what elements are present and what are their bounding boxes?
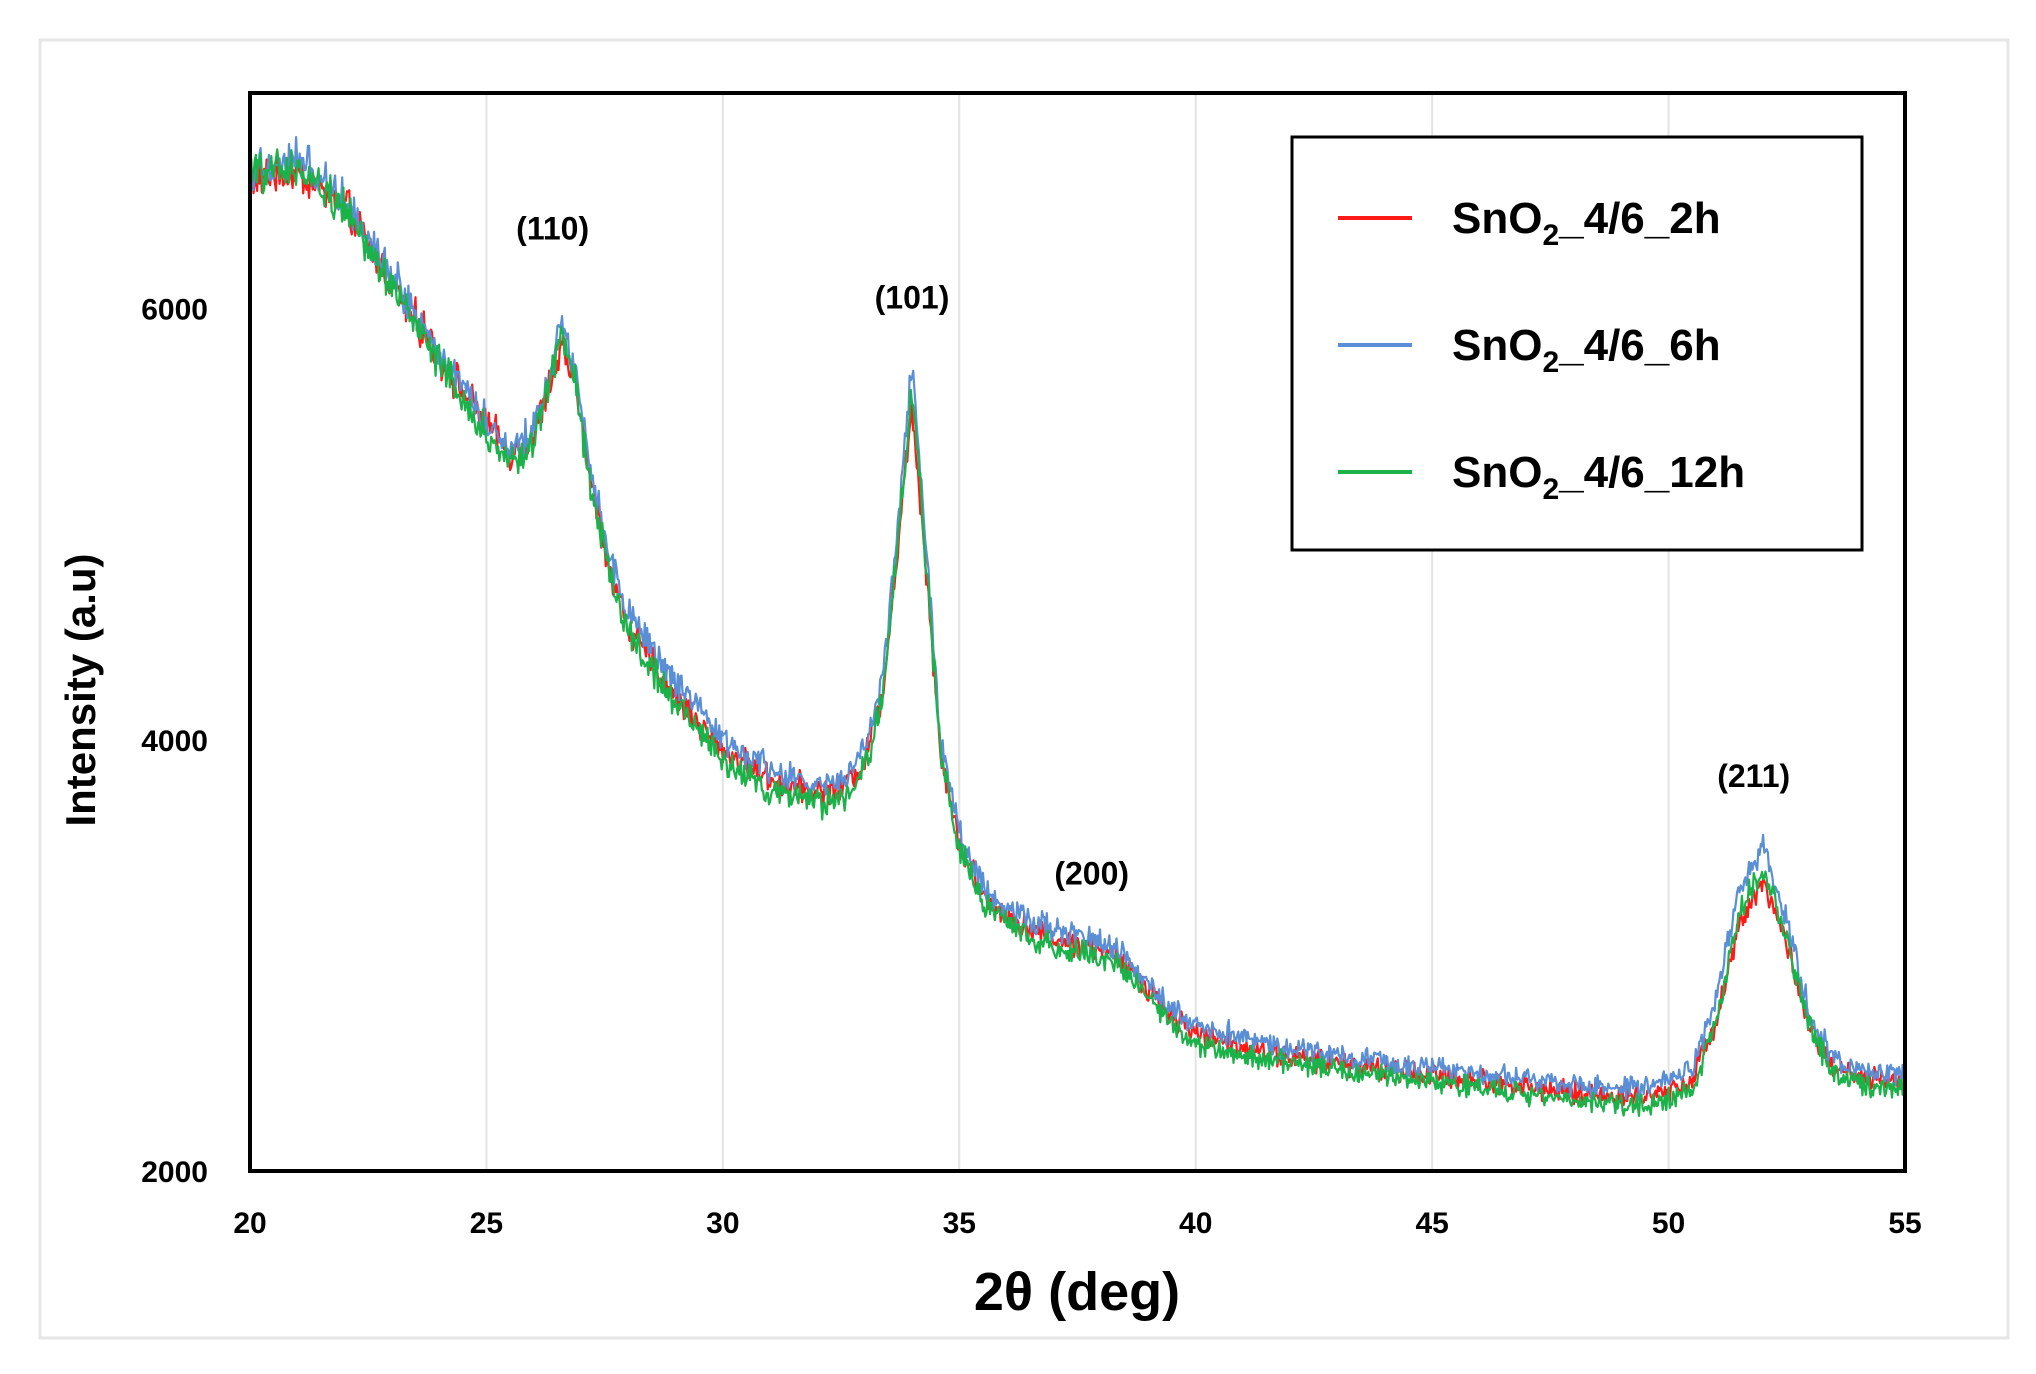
y-tick-label: 4000 [141,725,208,758]
peak-label: (200) [1054,855,1129,891]
series-line-3 [250,148,1905,1117]
plot-border [248,91,1907,1173]
y-tick-label: 2000 [141,1156,208,1189]
peak-label: (101) [875,280,950,316]
x-tick-labels: 20 25 30 35 40 45 50 55 [233,1207,1921,1240]
y-axis-title: Intensity (a.u) [57,553,104,826]
x-tick-label: 30 [706,1207,739,1240]
peak-annotations: (110) (101) (200) (211) [516,211,1790,892]
y-tick-label: 6000 [141,294,208,327]
x-tick-label: 50 [1652,1207,1685,1240]
x-tick-label: 55 [1888,1207,1921,1240]
legend-label-2: SnO2_4/6_6h [1452,321,1721,379]
peak-label: (110) [516,211,589,247]
peak-label: (211) [1717,758,1790,794]
x-tick-label: 45 [1415,1207,1448,1240]
series-layer [250,136,1905,1117]
x-tick-label: 25 [470,1207,503,1240]
x-tick-label: 20 [233,1207,266,1240]
plot-area [250,136,1905,1117]
x-tick-label: 35 [943,1207,976,1240]
legend-label-3: SnO2_4/6_12h [1452,448,1745,506]
legend-label-1: SnO2_4/6_2h [1452,194,1721,252]
x-axis-title: 2θ (deg) [974,1262,1180,1322]
y-tick-labels: 2000 4000 6000 [141,294,208,1189]
series-line-2 [250,136,1905,1102]
legend: SnO2_4/6_2h SnO2_4/6_6h SnO2_4/6_12h [1290,135,1864,552]
x-tick-label: 40 [1179,1207,1212,1240]
